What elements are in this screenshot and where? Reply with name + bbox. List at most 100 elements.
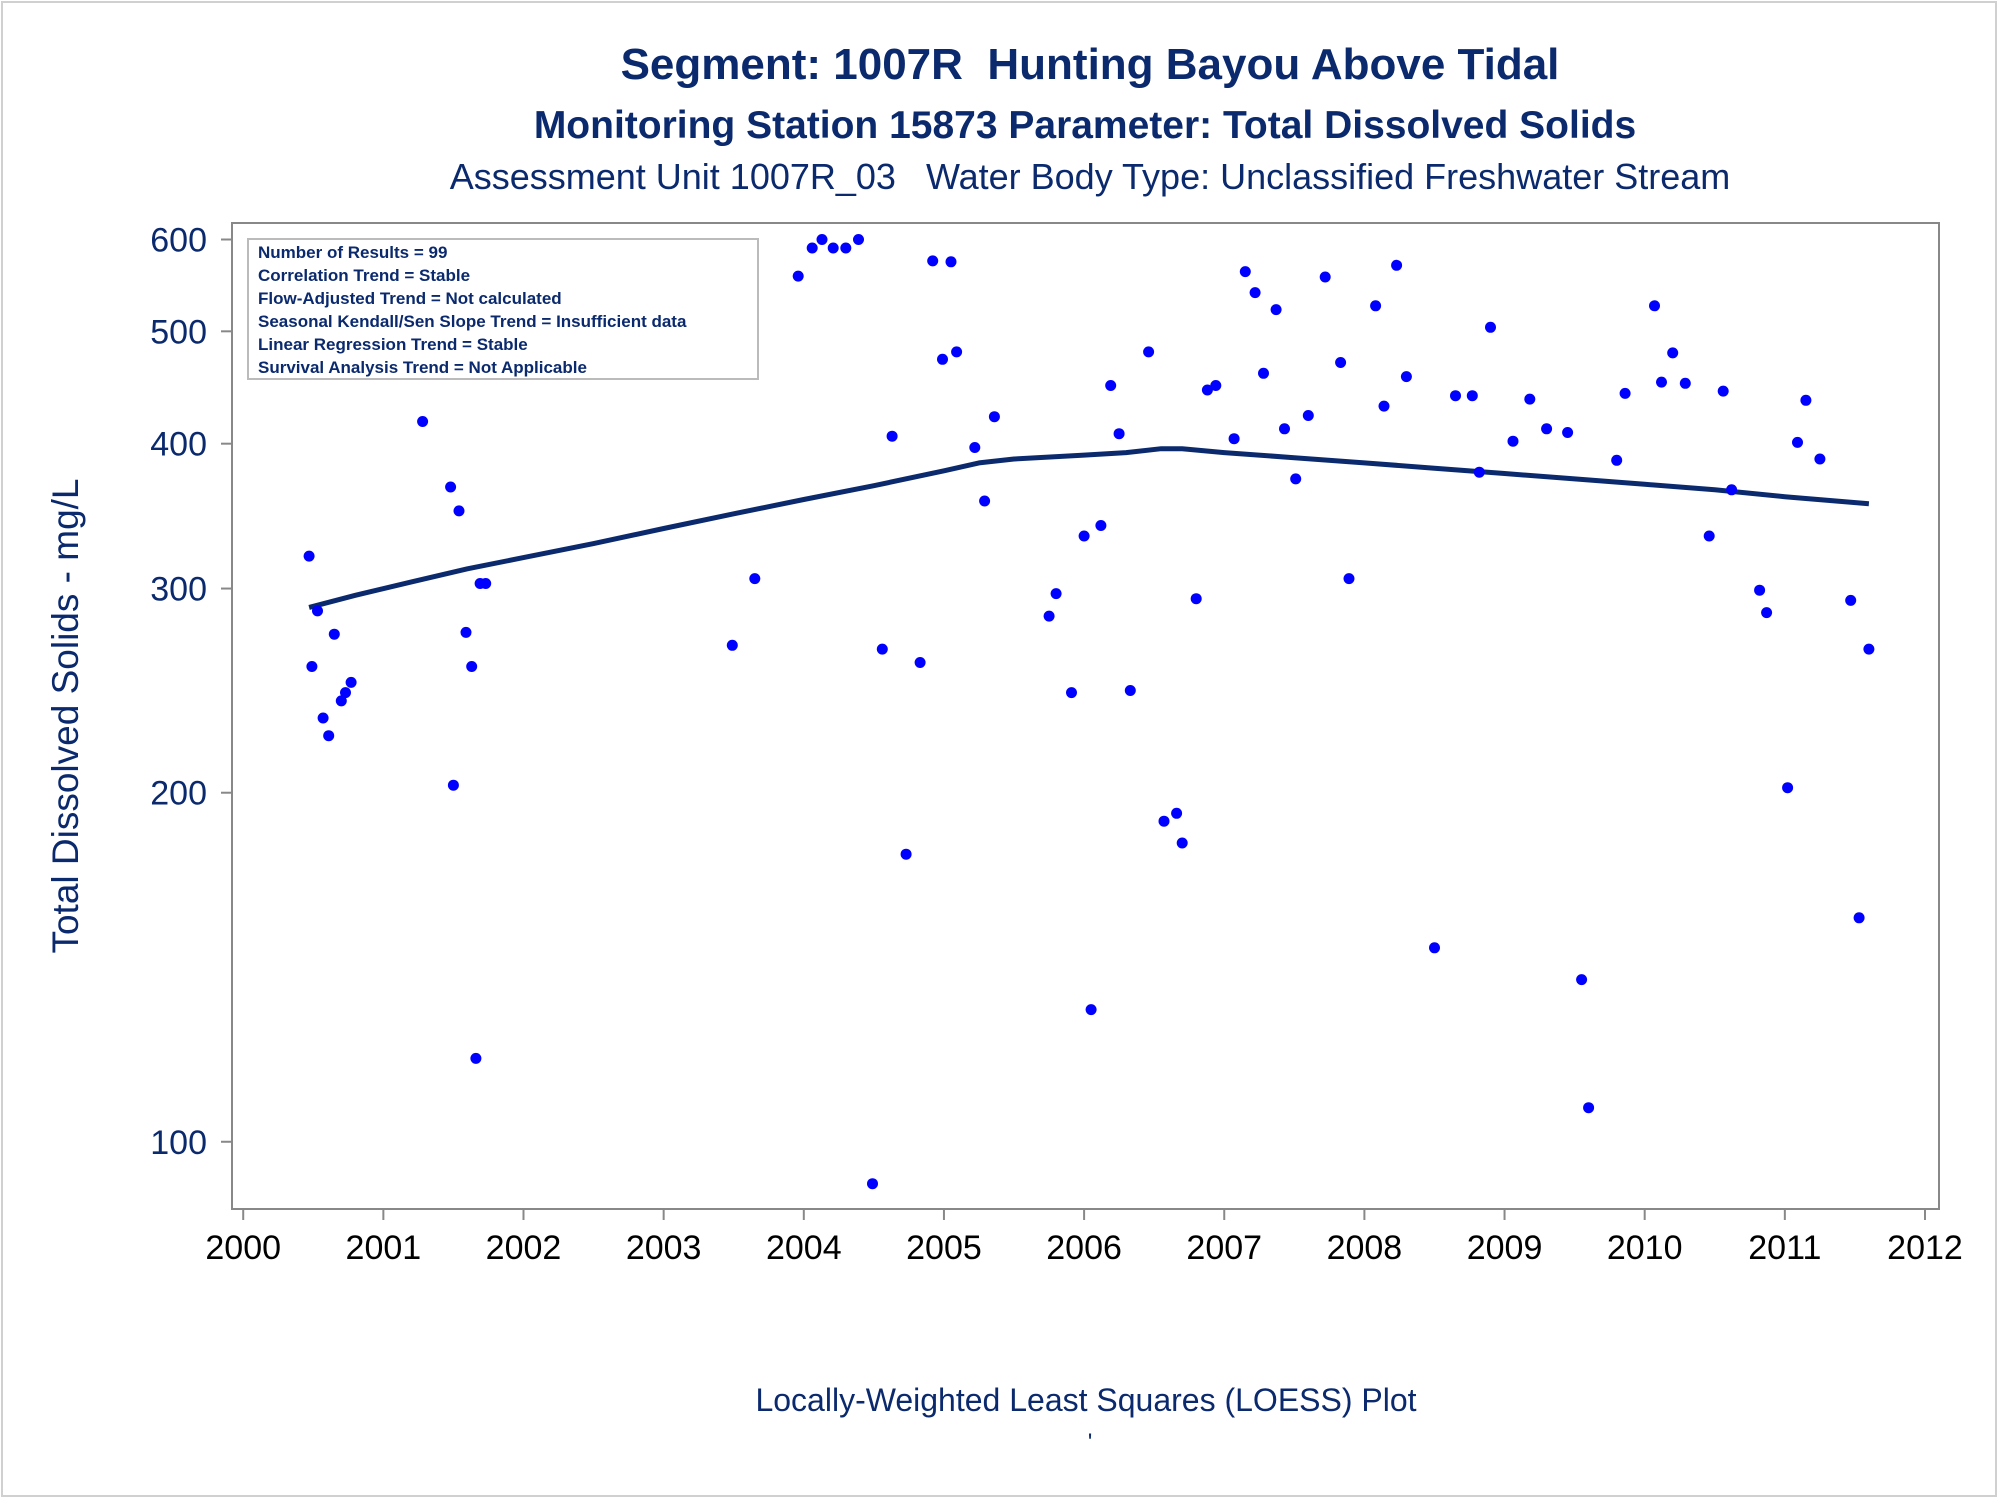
data-point-81 <box>1611 454 1623 466</box>
loess-series <box>308 446 1870 610</box>
data-point-6 <box>335 695 347 707</box>
data-point-30 <box>900 848 912 860</box>
data-point-8 <box>345 676 357 688</box>
data-point-58 <box>1258 367 1269 379</box>
data-point-92 <box>1782 782 1794 794</box>
data-point-25 <box>840 242 852 254</box>
data-point-34 <box>945 256 957 268</box>
data-point-22 <box>806 242 818 254</box>
data-point-88 <box>1717 385 1729 397</box>
scatter-series <box>303 234 1875 1190</box>
data-point-38 <box>988 411 1000 423</box>
x-tick-label-7: 2007 <box>1186 1229 1262 1267</box>
stats-line-linear-regression: Linear Regression Trend = Stable <box>258 335 528 354</box>
x-tick-label-10: 2010 <box>1607 1229 1683 1267</box>
data-point-27 <box>867 1178 878 1190</box>
data-point-97 <box>1853 912 1865 924</box>
x-tick-label-8: 2008 <box>1327 1229 1403 1267</box>
data-point-94 <box>1800 394 1812 406</box>
x-tick-label-5: 2005 <box>906 1229 982 1267</box>
stats-line-survival: Survival Analysis Trend = Not Applicable <box>258 358 587 377</box>
data-point-33 <box>937 353 948 365</box>
x-axis-label: Locally-Weighted Least Squares (LOESS) P… <box>755 1382 1416 1418</box>
stats-legend-box <box>247 238 759 380</box>
data-point-65 <box>1343 573 1355 585</box>
plot-area <box>231 222 1940 1210</box>
data-point-23 <box>816 234 828 245</box>
data-point-17 <box>480 578 492 589</box>
data-point-29 <box>886 430 898 442</box>
data-point-42 <box>1078 530 1090 542</box>
x-tick-label-0: 2000 <box>205 1229 281 1267</box>
data-point-56 <box>1239 266 1251 278</box>
data-point-72 <box>1466 390 1478 402</box>
chart-title: Segment: 1007R Hunting Bayou Above Tidal <box>621 40 1560 89</box>
data-point-9 <box>417 416 429 427</box>
data-point-40 <box>1050 588 1062 600</box>
y-tick-label-1: 200 <box>150 775 207 813</box>
data-point-71 <box>1450 390 1461 402</box>
data-point-80 <box>1583 1102 1595 1114</box>
data-point-96 <box>1845 594 1857 606</box>
data-point-98 <box>1863 643 1875 655</box>
data-point-31 <box>914 657 926 668</box>
x-tick-label-6: 2006 <box>1046 1229 1122 1267</box>
data-point-75 <box>1507 435 1519 447</box>
data-point-93 <box>1792 436 1803 448</box>
footnote-mark: ' <box>1088 1429 1093 1456</box>
chart-subtitle-2: Assessment Unit 1007R_03 Water Body Type… <box>450 156 1731 197</box>
data-point-12 <box>453 505 465 517</box>
data-point-14 <box>466 661 478 672</box>
data-point-95 <box>1814 453 1826 465</box>
data-point-20 <box>749 573 761 585</box>
data-point-63 <box>1319 271 1331 283</box>
data-point-39 <box>1043 610 1055 622</box>
x-tick-label-11: 2011 <box>1748 1229 1821 1267</box>
data-point-26 <box>853 234 864 245</box>
data-point-77 <box>1541 423 1553 435</box>
data-point-68 <box>1391 259 1403 271</box>
x-tick-label-1: 2001 <box>346 1229 422 1267</box>
data-point-67 <box>1378 400 1390 412</box>
data-point-4 <box>323 730 335 742</box>
data-point-90 <box>1754 584 1766 596</box>
loess-line <box>308 446 1870 610</box>
data-point-57 <box>1249 287 1261 299</box>
data-point-53 <box>1201 384 1213 396</box>
x-tick-label-12: 2012 <box>1887 1229 1963 1267</box>
data-point-1 <box>306 661 318 672</box>
y-tick-label-0: 100 <box>150 1124 207 1162</box>
data-point-35 <box>951 346 963 358</box>
data-point-70 <box>1429 942 1440 954</box>
data-point-73 <box>1473 466 1485 478</box>
data-point-87 <box>1703 530 1715 542</box>
data-point-46 <box>1113 428 1125 440</box>
data-point-79 <box>1576 974 1588 986</box>
data-point-18 <box>726 639 738 651</box>
data-point-43 <box>1085 1004 1097 1016</box>
data-point-28 <box>876 643 888 655</box>
y-tick-label-5: 600 <box>150 222 207 260</box>
stats-line-count: Number of Results = 99 <box>258 243 447 262</box>
data-point-21 <box>792 270 804 282</box>
data-point-59 <box>1270 304 1282 316</box>
y-tick-label-2: 300 <box>150 571 207 609</box>
data-point-41 <box>1066 687 1077 699</box>
x-axis: 2000 2001 2002 2003 2004 2005 2006 2007 2008 2009… <box>205 1209 1963 1267</box>
data-point-64 <box>1335 357 1347 368</box>
data-point-86 <box>1679 377 1691 389</box>
data-point-74 <box>1485 321 1496 333</box>
x-tick-label-2: 2002 <box>486 1229 562 1267</box>
chart-subtitle: Monitoring Station 15873 Parameter: Tota… <box>534 104 1636 147</box>
data-point-83 <box>1649 300 1660 312</box>
data-point-37 <box>979 495 991 507</box>
data-point-50 <box>1171 807 1183 819</box>
data-point-13 <box>460 626 472 638</box>
data-point-52 <box>1190 593 1202 605</box>
x-tick-label-9: 2009 <box>1467 1229 1543 1267</box>
y-axis: 100 200 300 400 500 600 <box>150 222 232 1162</box>
data-point-47 <box>1124 685 1136 696</box>
stats-line-seasonal-kendall: Seasonal Kendall/Sen Slope Trend = Insuf… <box>258 312 687 331</box>
data-point-24 <box>827 242 839 254</box>
y-axis-label: Total Dissolved Solids - mg/L <box>45 478 86 953</box>
